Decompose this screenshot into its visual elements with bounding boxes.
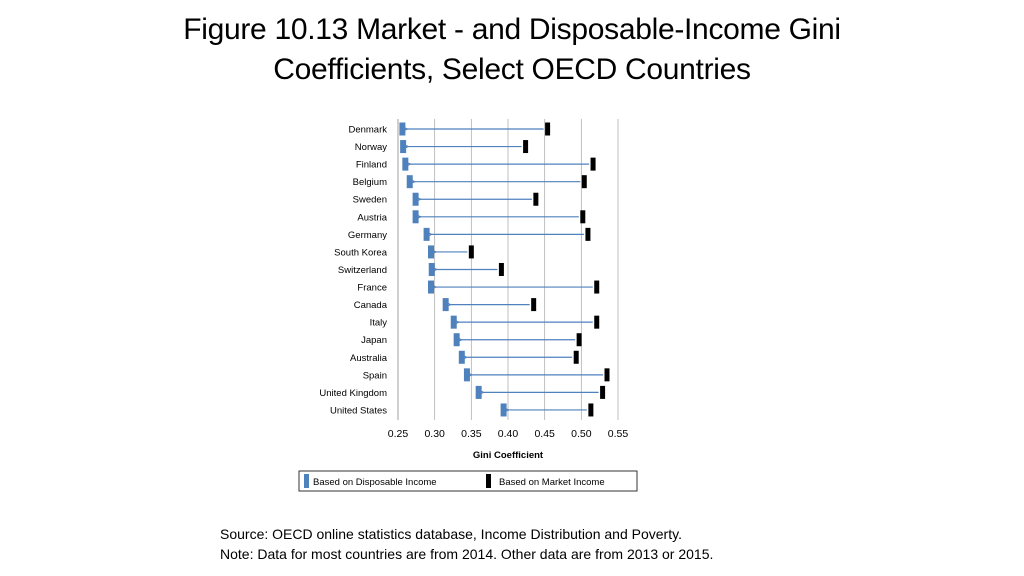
disposable-income-marker <box>423 227 430 241</box>
country-label: Japan <box>361 335 387 346</box>
market-income-marker <box>468 245 474 259</box>
market-income-marker <box>588 403 594 417</box>
disposable-income-marker <box>500 403 507 417</box>
title-line-2: Coefficients, Select OECD Countries <box>273 53 751 86</box>
x-tick-label: 0.30 <box>424 428 445 440</box>
disposable-income-marker <box>442 298 449 312</box>
country-label: Spain <box>363 370 387 381</box>
legend-disposable-label: Based on Disposable Income <box>313 477 437 488</box>
title-line-1: Figure 10.13 Market - and Disposable-Inc… <box>183 13 841 46</box>
source-note: Source: OECD online statistics database,… <box>220 526 682 542</box>
country-label: United Kingdom <box>319 388 387 399</box>
legend-box <box>298 470 638 492</box>
country-label: Finland <box>356 160 387 171</box>
x-tick-label: 0.45 <box>534 428 555 440</box>
market-income-marker <box>576 333 582 347</box>
disposable-income-marker <box>458 350 465 364</box>
country-label: Italy <box>370 318 388 329</box>
country-label: Denmark <box>348 125 387 136</box>
market-income-marker <box>594 315 600 329</box>
country-label: Switzerland <box>338 265 387 276</box>
x-tick-label: 0.40 <box>498 428 519 440</box>
market-income-marker <box>585 227 591 241</box>
market-income-marker <box>600 385 606 399</box>
legend-market-label: Based on Market Income <box>499 477 605 488</box>
market-income-marker <box>498 262 504 276</box>
disposable-income-marker <box>453 333 460 347</box>
disposable-income-marker <box>402 157 409 171</box>
disposable-income-marker <box>400 140 407 154</box>
disposable-income-marker <box>450 315 457 329</box>
market-income-marker <box>573 350 579 364</box>
x-tick-label: 0.25 <box>388 428 409 440</box>
legend-market-swatch <box>486 474 491 488</box>
legend-disposable-swatch <box>304 474 309 488</box>
country-label: Australia <box>350 353 388 364</box>
disposable-income-marker <box>399 122 406 136</box>
country-label: Germany <box>348 230 387 241</box>
market-income-marker <box>533 192 539 206</box>
disposable-income-marker <box>412 192 419 206</box>
disposable-income-marker <box>428 280 434 294</box>
slide-title: Figure 10.13 Market - and Disposable-Inc… <box>0 10 1024 90</box>
market-income-marker <box>581 175 587 189</box>
market-income-marker <box>523 140 529 154</box>
disposable-income-marker <box>428 262 435 276</box>
x-tick-label: 0.50 <box>571 428 592 440</box>
market-income-marker <box>604 368 610 382</box>
country-label: Sweden <box>353 195 387 206</box>
market-income-marker <box>590 157 596 171</box>
x-axis-label: Gini Coefficient <box>473 450 544 461</box>
country-label: France <box>357 283 387 294</box>
market-income-marker <box>580 210 586 224</box>
data-note: Note: Data for most countries are from 2… <box>220 546 714 562</box>
country-label: Canada <box>354 300 388 311</box>
country-label: United States <box>330 405 387 416</box>
country-label: Belgium <box>353 177 387 188</box>
disposable-income-marker <box>406 175 413 189</box>
market-income-marker <box>531 298 537 312</box>
country-label: South Korea <box>334 247 388 258</box>
disposable-income-marker <box>428 245 434 259</box>
country-label: Austria <box>357 212 387 223</box>
x-tick-label: 0.35 <box>461 428 482 440</box>
disposable-income-marker <box>475 385 482 399</box>
footnote: Source: OECD online statistics database,… <box>220 524 713 564</box>
disposable-income-marker <box>412 210 419 224</box>
disposable-income-marker <box>463 368 470 382</box>
country-label: Norway <box>355 142 387 153</box>
market-income-marker <box>545 122 551 136</box>
market-income-marker <box>594 280 600 294</box>
x-tick-label: 0.55 <box>608 428 629 440</box>
